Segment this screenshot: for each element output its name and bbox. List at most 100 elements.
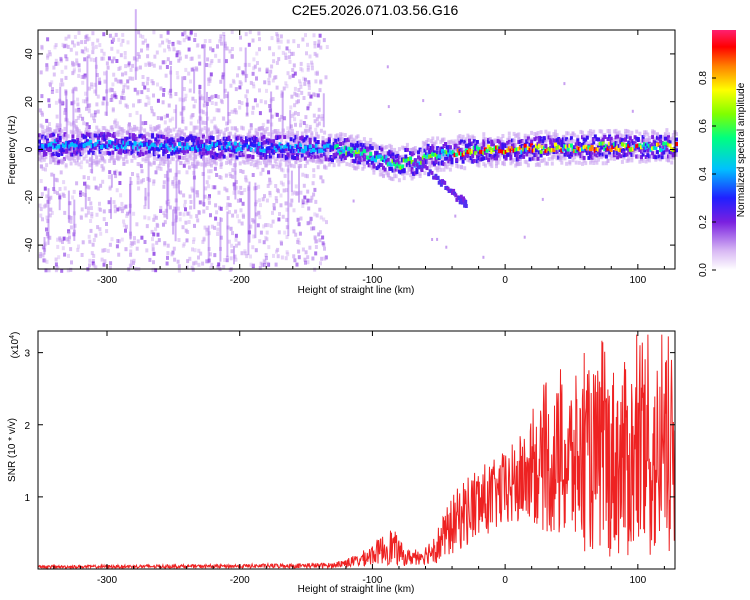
spectrogram-cell [219, 141, 223, 146]
spectrogram-cell [296, 130, 299, 135]
spectrogram-cell [300, 68, 304, 73]
spectrogram-cell [84, 213, 88, 218]
spectrogram-cell [219, 139, 223, 144]
spectrogram-cell [144, 138, 148, 143]
spectrogram-cell [308, 124, 312, 129]
spectrogram-cell [93, 145, 97, 149]
spectrogram-cell [590, 158, 594, 163]
spectrogram-cell [118, 181, 122, 185]
spectrogram-cell [45, 163, 49, 168]
spectrogram-cell [399, 157, 403, 161]
spectrogram-cell [549, 150, 553, 155]
spectrogram-cell [667, 139, 670, 143]
spectrogram-cell [389, 148, 393, 153]
spectrogram-cell [43, 243, 47, 248]
spectrogram-cell [203, 126, 207, 131]
spectrogram-cell [206, 146, 210, 151]
spectrogram-cell [638, 131, 642, 136]
spectrogram-cell [358, 160, 362, 165]
spectrogram-cell [90, 133, 94, 138]
spectrogram-cell [90, 211, 94, 216]
spectrogram-cell [217, 58, 221, 63]
spectrogram-cell [555, 152, 559, 157]
spectrogram-cell [153, 214, 157, 219]
spectrogram-cell [66, 143, 70, 148]
spectrogram-cell [393, 160, 397, 164]
spectrogram-cell [214, 152, 218, 157]
spectrogram-cell [117, 138, 121, 143]
spectrogram-cell [84, 143, 88, 147]
spectrogram-cell [440, 149, 444, 154]
spectrogram-cell [240, 101, 244, 106]
spectrogram-cell [86, 56, 89, 108]
spectrogram-cell [192, 157, 196, 162]
spectrogram-cell [167, 139, 170, 144]
spectrogram-cell [147, 161, 151, 166]
spectrogram-cell [149, 144, 153, 149]
spectrogram-cell [584, 144, 588, 149]
spectrogram-cell [187, 71, 191, 76]
spectrogram-cell [211, 136, 215, 141]
spectrogram-cell [270, 114, 274, 119]
spectrogram-cell [267, 262, 271, 267]
spectrogram-cell [117, 37, 121, 42]
spectrogram-cell [297, 249, 301, 254]
spectrogram-cell [234, 257, 238, 262]
spectrogram-cell [272, 59, 276, 64]
spectrogram-cell [40, 155, 44, 160]
spectrogram-cell [541, 158, 545, 163]
spectrogram-cell [231, 231, 234, 236]
spectrogram-cell [579, 148, 583, 153]
spectrogram-cell [275, 32, 279, 36]
spectrogram-cell [135, 57, 139, 62]
spectrogram-cell [170, 252, 174, 257]
spectrogram-cell [179, 142, 183, 147]
spectrogram-cell [198, 61, 202, 66]
spectrogram-cell [184, 146, 188, 151]
spectrogram-cell [237, 190, 241, 195]
spectrogram-cell [89, 57, 93, 62]
spectrogram-cell [200, 133, 204, 138]
spectrogram-cell [538, 139, 541, 144]
spectrogram-cell [59, 86, 62, 151]
spectrogram-cell [530, 130, 534, 135]
spectrogram-cell [98, 207, 102, 212]
spectrogram-cell [260, 126, 264, 130]
spectrogram-cell [150, 106, 153, 111]
spectrogram-cell [69, 47, 73, 52]
spectrogram-cell [291, 155, 295, 160]
spectrogram-cell [103, 137, 107, 142]
spectrogram-cell [202, 150, 205, 207]
spectrogram-cell [631, 109, 634, 113]
spectrogram-cell [110, 197, 112, 219]
spectrogram-cell [307, 80, 311, 85]
spectrogram-cell [241, 126, 245, 131]
spectrogram-cell [292, 254, 296, 259]
spectrogram-cell [267, 140, 271, 145]
spectrogram-cell [147, 149, 151, 154]
spectrogram-cell [265, 146, 269, 151]
spectrogram-cell [304, 33, 307, 38]
spectrogram-cell [518, 157, 522, 162]
spectrogram-cell [46, 53, 50, 58]
spectrogram-cell [280, 90, 284, 95]
spectrogram-cell [222, 154, 226, 159]
spectrogram-cell [306, 198, 310, 203]
spectrogram-cell [145, 95, 149, 100]
spectrogram-cell [372, 170, 376, 175]
spectrogram-cell [76, 115, 80, 120]
spectrogram-cell [285, 250, 289, 255]
spectrogram-cell [272, 253, 275, 258]
spectrogram-cell [569, 143, 573, 148]
spectrogram-cell [300, 153, 304, 158]
spectrogram-cell [641, 152, 645, 157]
spectrogram-cell [243, 249, 247, 254]
spectrogram-cell [413, 158, 417, 163]
spectrogram-cell [58, 123, 62, 128]
spectrogram-cell [432, 142, 436, 147]
spectrogram-cell [165, 136, 169, 141]
spectrogram-cell [167, 154, 170, 159]
spectrogram-cell [66, 156, 70, 161]
spectrogram-cell [87, 176, 90, 180]
spectrogram-cell [246, 98, 249, 116]
